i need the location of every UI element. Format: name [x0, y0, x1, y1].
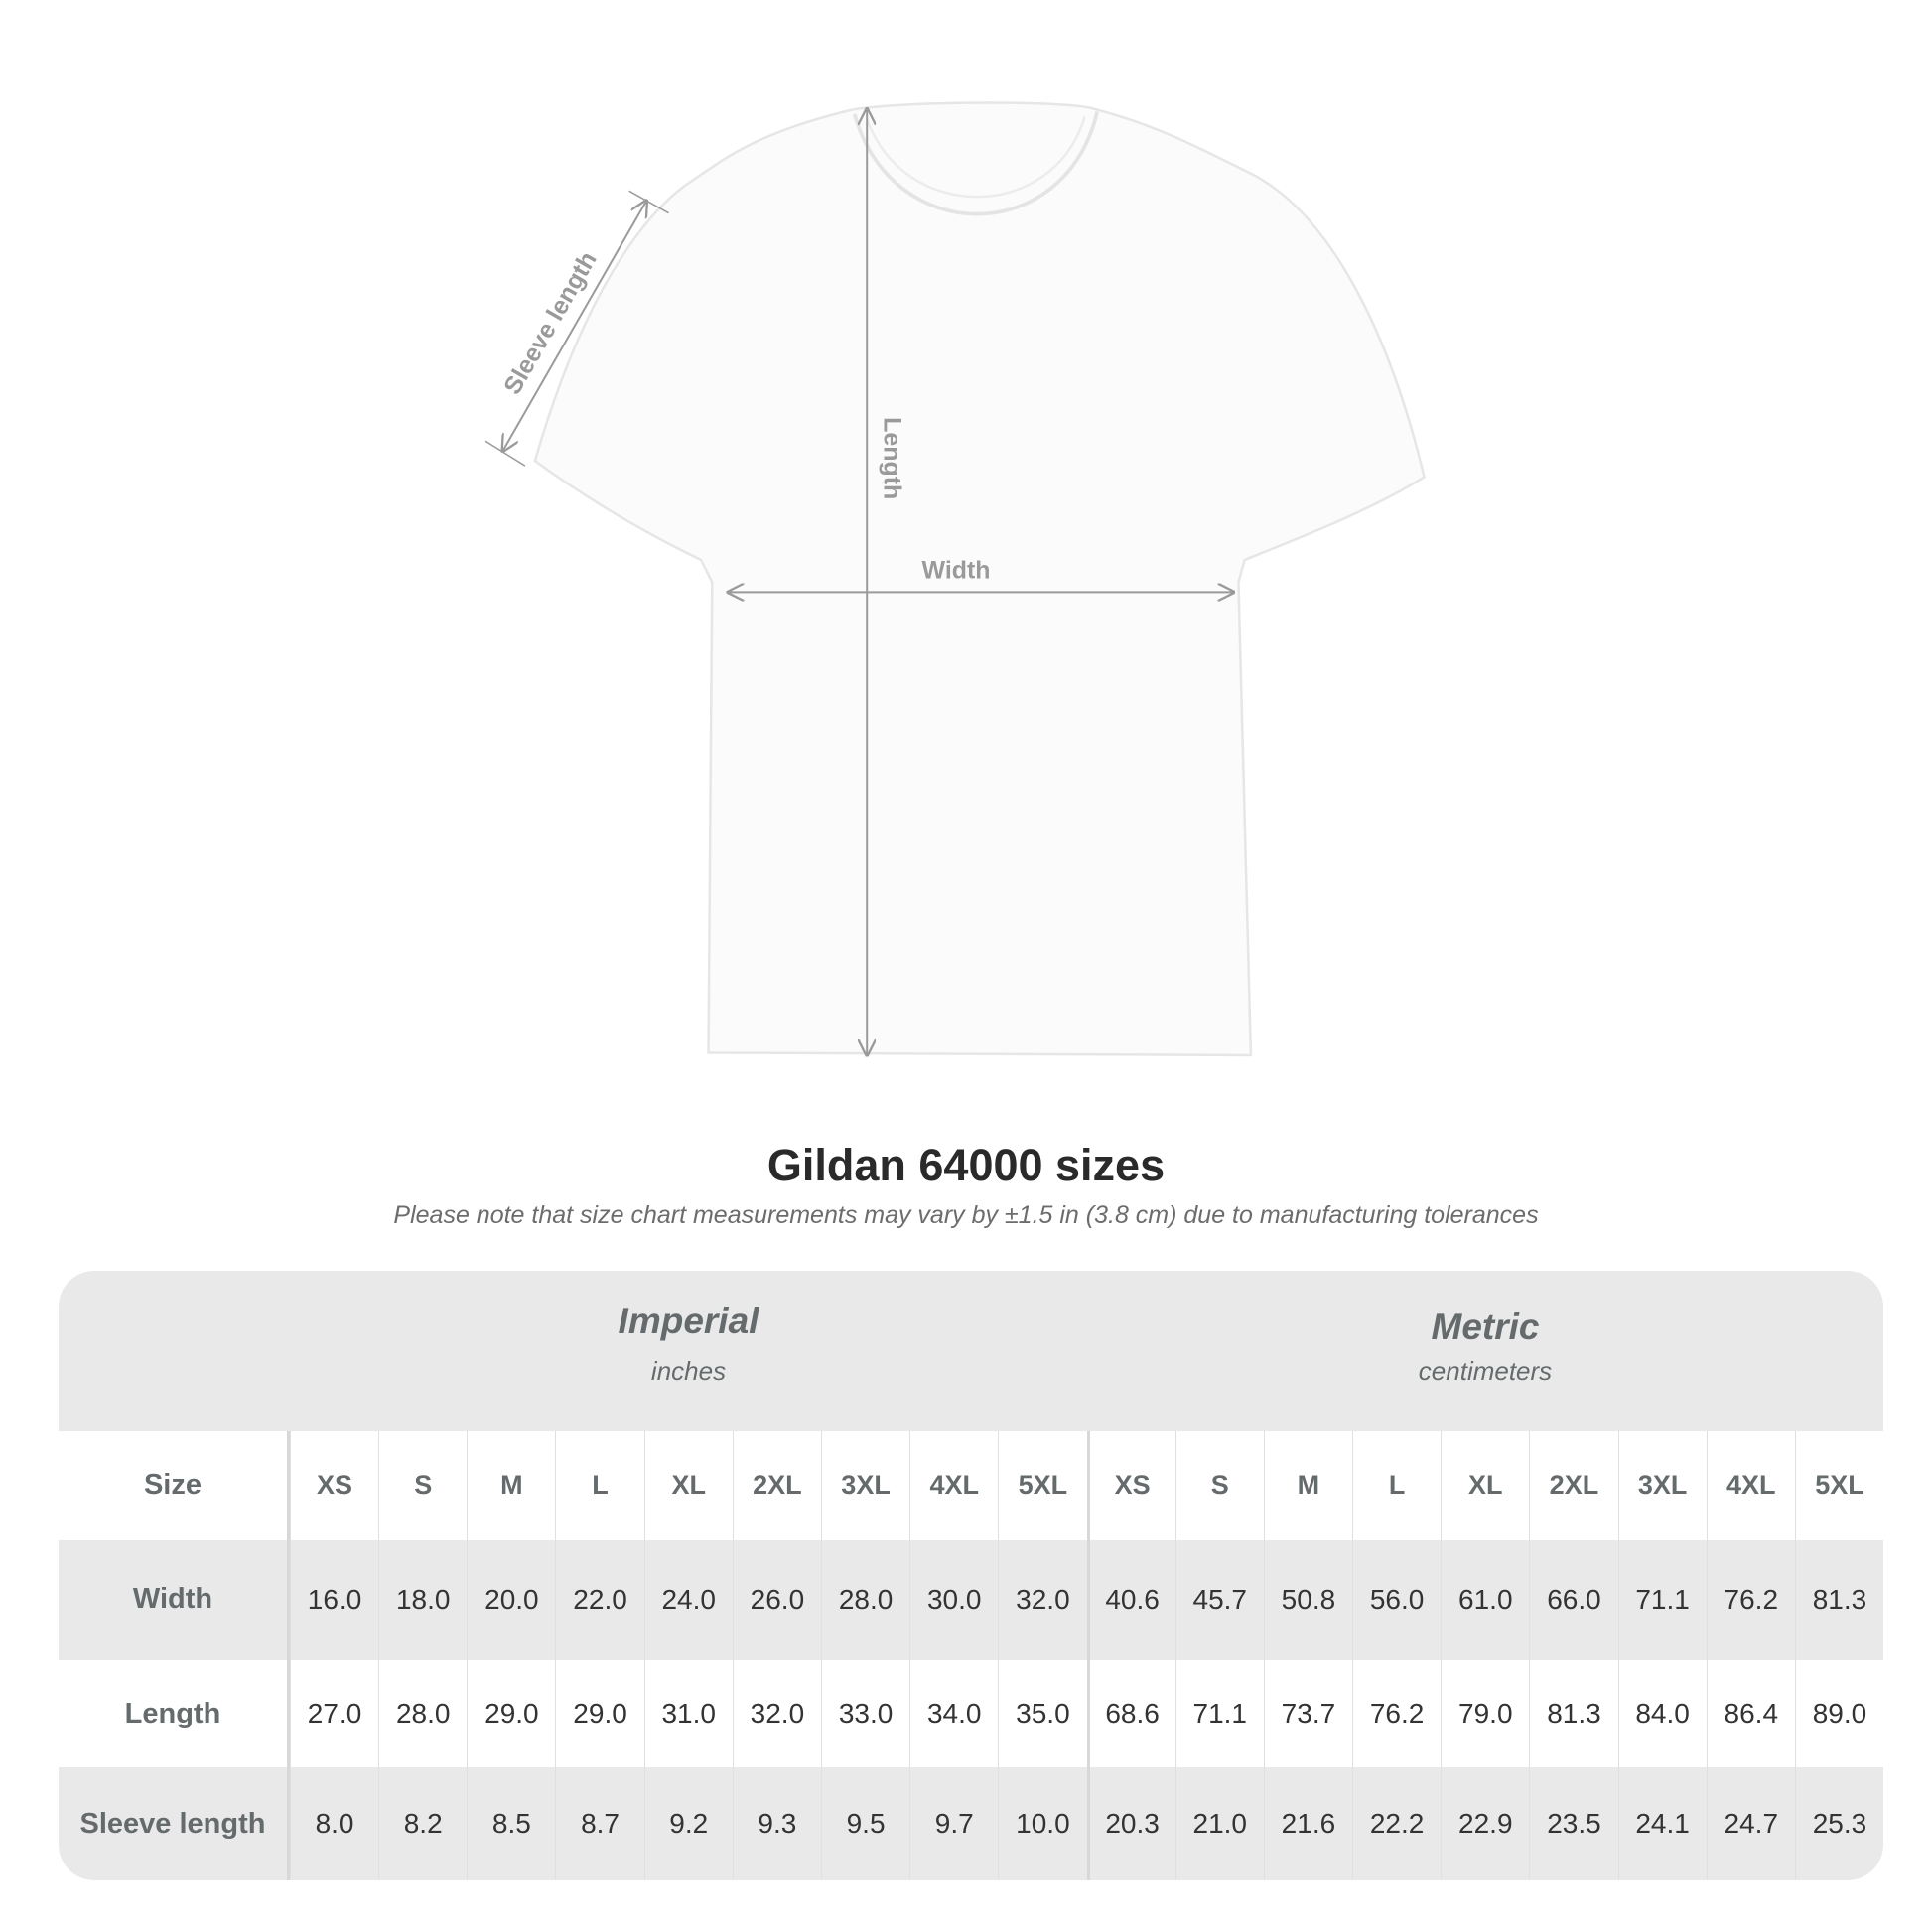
metric-title: Metric [1431, 1307, 1540, 1347]
width-label: Width [922, 557, 991, 585]
imperial-value-cell: 8.2 [378, 1767, 467, 1880]
imperial-value-cell: 26.0 [732, 1540, 821, 1660]
tolerance-note: Please note that size chart measurements… [393, 1201, 1539, 1229]
imperial-size-3XL: 3XL [820, 1431, 909, 1540]
metric-value-cell: 68.6 [1086, 1660, 1175, 1767]
metric-size-2XL: 2XL [1529, 1431, 1617, 1540]
table-row: Length 27.0 28.0 29.0 29.0 31.0 32.0 33.0 34.0 35… [59, 1660, 1883, 1767]
imperial-title: Imperial [618, 1301, 759, 1341]
row-label: Sleeve length [59, 1767, 290, 1880]
sleeve-arrow [502, 201, 646, 451]
metric-size-3XL: 3XL [1617, 1431, 1707, 1540]
imperial-value-cell: 8.0 [289, 1767, 378, 1880]
imperial-value-cell: 28.0 [820, 1540, 909, 1660]
imperial-size-XS: XS [289, 1431, 378, 1540]
tshirt-collar [852, 110, 1100, 216]
metric-value-cell: 21.0 [1174, 1767, 1264, 1880]
imperial-value-cell: 30.0 [909, 1540, 998, 1660]
metric-value-cell: 56.0 [1352, 1540, 1441, 1660]
size-label: Size [59, 1431, 290, 1540]
metric-value-cell: 71.1 [1617, 1540, 1707, 1660]
imperial-size-XL: XL [643, 1431, 733, 1540]
row-label: Length [59, 1660, 290, 1767]
imperial-value-cell: 8.5 [467, 1767, 555, 1880]
metric-value-cell: 81.3 [1529, 1660, 1617, 1767]
imperial-value-cell: 16.0 [289, 1540, 378, 1660]
sleeve-tick-bottom [484, 440, 526, 467]
imperial-value-cell: 32.0 [732, 1660, 821, 1767]
metric-value-cell: 24.7 [1706, 1767, 1795, 1880]
tshirt-measurement-diagram: Length Width Sleeve length [484, 101, 1426, 1090]
size-table: Imperial inches Metric centimeters Size X… [59, 1271, 1883, 1880]
metric-value-cell: 24.1 [1617, 1767, 1707, 1880]
metric-value-cell: 71.1 [1174, 1660, 1264, 1767]
imperial-size-L: L [555, 1431, 643, 1540]
table-row: Sleeve length 8.0 8.2 8.5 8.7 9.2 9.3 9.5 9.7 10.… [59, 1767, 1883, 1880]
metric-value-cell: 50.8 [1263, 1540, 1352, 1660]
imperial-value-cell: 9.5 [820, 1767, 909, 1880]
metric-value-cell: 61.0 [1441, 1540, 1529, 1660]
imperial-unit: inches [650, 1356, 727, 1386]
imperial-value-cell: 10.0 [998, 1767, 1086, 1880]
metric-value-cell: 40.6 [1086, 1540, 1175, 1660]
imperial-value-cell: 32.0 [998, 1540, 1086, 1660]
imperial-value-cell: 29.0 [555, 1660, 643, 1767]
metric-value-cell: 25.3 [1794, 1767, 1883, 1880]
metric-size-XS: XS [1086, 1431, 1175, 1540]
imperial-value-cell: 22.0 [555, 1540, 643, 1660]
length-label: Length [879, 417, 906, 499]
imperial-value-cell: 28.0 [378, 1660, 467, 1767]
imperial-value-cell: 9.7 [909, 1767, 998, 1880]
metric-size-5XL: 5XL [1794, 1431, 1883, 1540]
metric-value-cell: 21.6 [1263, 1767, 1352, 1880]
metric-value-cell: 84.0 [1617, 1660, 1707, 1767]
imperial-value-cell: 35.0 [998, 1660, 1086, 1767]
metric-value-cell: 22.9 [1441, 1767, 1529, 1880]
metric-size-S: S [1174, 1431, 1264, 1540]
metric-value-cell: 89.0 [1794, 1660, 1883, 1767]
metric-value-cell: 81.3 [1794, 1540, 1883, 1660]
imperial-size-S: S [378, 1431, 467, 1540]
metric-header: Metric centimeters [1087, 1307, 1883, 1387]
imperial-value-cell: 9.2 [643, 1767, 733, 1880]
row-label: Width [59, 1540, 290, 1660]
imperial-size-2XL: 2XL [732, 1431, 821, 1540]
metric-value-cell: 22.2 [1352, 1767, 1441, 1880]
metric-value-cell: 66.0 [1529, 1540, 1617, 1660]
metric-size-4XL: 4XL [1706, 1431, 1795, 1540]
imperial-size-4XL: 4XL [909, 1431, 998, 1540]
imperial-value-cell: 24.0 [643, 1540, 733, 1660]
page-title: Gildan 64000 sizes [766, 1140, 1166, 1190]
imperial-size-M: M [467, 1431, 555, 1540]
imperial-value-cell: 33.0 [820, 1660, 909, 1767]
imperial-value-cell: 18.0 [378, 1540, 467, 1660]
imperial-value-cell: 20.0 [467, 1540, 555, 1660]
imperial-value-cell: 27.0 [289, 1660, 378, 1767]
imperial-value-cell: 29.0 [467, 1660, 555, 1767]
metric-value-cell: 23.5 [1529, 1767, 1617, 1880]
metric-value-cell: 76.2 [1706, 1540, 1795, 1660]
metric-size-M: M [1263, 1431, 1352, 1540]
imperial-size-5XL: 5XL [998, 1431, 1086, 1540]
imperial-value-cell: 9.3 [732, 1767, 821, 1880]
imperial-header: Imperial inches [290, 1301, 1087, 1387]
metric-unit: centimeters [1418, 1356, 1553, 1386]
imperial-value-cell: 8.7 [555, 1767, 643, 1880]
tshirt-collar-inner [866, 116, 1086, 199]
size-header-row: Size XS S M L XL 2XL 3XL 4XL 5XL XS S M L XL 2XL 3XL 4XL 5… [59, 1431, 1883, 1540]
metric-size-L: L [1352, 1431, 1441, 1540]
imperial-value-cell: 34.0 [909, 1660, 998, 1767]
sleeve-tick-top [628, 190, 669, 214]
table-row: Width 16.0 18.0 20.0 22.0 24.0 26.0 28.0 30.0 32.… [59, 1540, 1883, 1660]
metric-value-cell: 76.2 [1352, 1660, 1441, 1767]
metric-value-cell: 45.7 [1174, 1540, 1264, 1660]
tshirt-image [533, 101, 1426, 1057]
metric-value-cell: 20.3 [1086, 1767, 1175, 1880]
metric-value-cell: 79.0 [1441, 1660, 1529, 1767]
metric-value-cell: 86.4 [1706, 1660, 1795, 1767]
metric-value-cell: 73.7 [1263, 1660, 1352, 1767]
imperial-value-cell: 31.0 [643, 1660, 733, 1767]
metric-size-XL: XL [1441, 1431, 1529, 1540]
